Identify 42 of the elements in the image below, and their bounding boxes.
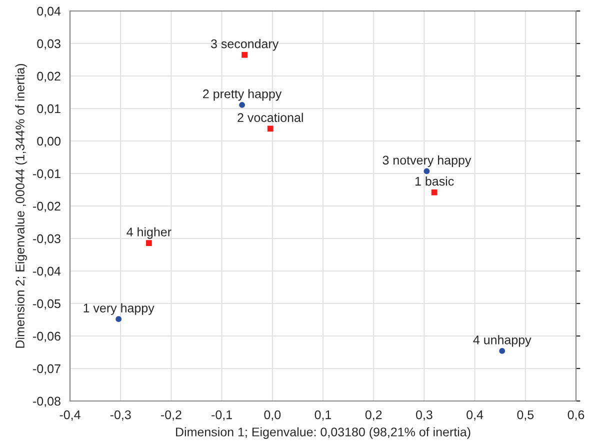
y-tick-label: 0,04	[37, 6, 61, 18]
point	[424, 168, 430, 174]
annotation: 1 very happy	[84, 303, 154, 315]
annotation: 4 higher	[126, 227, 172, 239]
annotation: 2 vocational	[238, 112, 303, 122]
annotation: 2 pretty happy	[203, 89, 282, 101]
annotation: 1 basic	[415, 176, 454, 186]
y-tick-label: -0,06	[33, 332, 60, 342]
y-tick-label: 0,03	[37, 39, 60, 50]
annotation: 3 notvery happy	[382, 155, 472, 168]
y-tick-label: 0,00	[37, 136, 60, 148]
y-tick-label: 0,01	[37, 104, 60, 115]
x-tick-label: -0,4	[60, 410, 80, 421]
x-tick-label: -0,2	[160, 410, 182, 421]
y-tick-label: -0,01	[33, 169, 60, 180]
annotation: 4 unhappy	[473, 335, 532, 347]
x-tick-label: -0,1	[212, 410, 232, 421]
y-tick-label: -0,07	[33, 364, 60, 375]
y-tick-label: -0,05	[33, 299, 60, 310]
x-tick-label: 0,1	[314, 410, 332, 421]
x-tick-label: 0,4	[466, 410, 484, 421]
y-tick-label: -0,03	[33, 234, 60, 245]
y-tick-label: -0,08	[33, 396, 60, 408]
point	[146, 240, 152, 246]
y-axis-title: Dimension 2; Eigenvalue ,00044 (1,344% of inertia)	[15, 64, 27, 348]
x-tick-label: 0,6	[568, 410, 584, 421]
x-tick-label: 0,3	[416, 410, 432, 421]
y-tick-label: -0,04	[33, 266, 61, 278]
point	[242, 52, 248, 58]
y-tick-label: 0,02	[37, 72, 60, 82]
point	[431, 189, 438, 196]
x-tick-label: -0,3	[110, 410, 131, 421]
x-tick-label: 0,2	[365, 410, 382, 421]
point	[499, 348, 506, 354]
x-tick-label: 0,0	[264, 410, 281, 421]
x-axis-title: Dimension 1; Eigenvalue: 0,03180 (98,21% of inertia)	[176, 427, 470, 439]
annotation: 3 secondary	[211, 39, 279, 51]
y-tick-label: -0,02	[33, 202, 60, 212]
point	[267, 126, 274, 132]
point	[116, 316, 122, 322]
x-tick-label: 0,5	[517, 410, 534, 421]
point	[239, 102, 245, 108]
